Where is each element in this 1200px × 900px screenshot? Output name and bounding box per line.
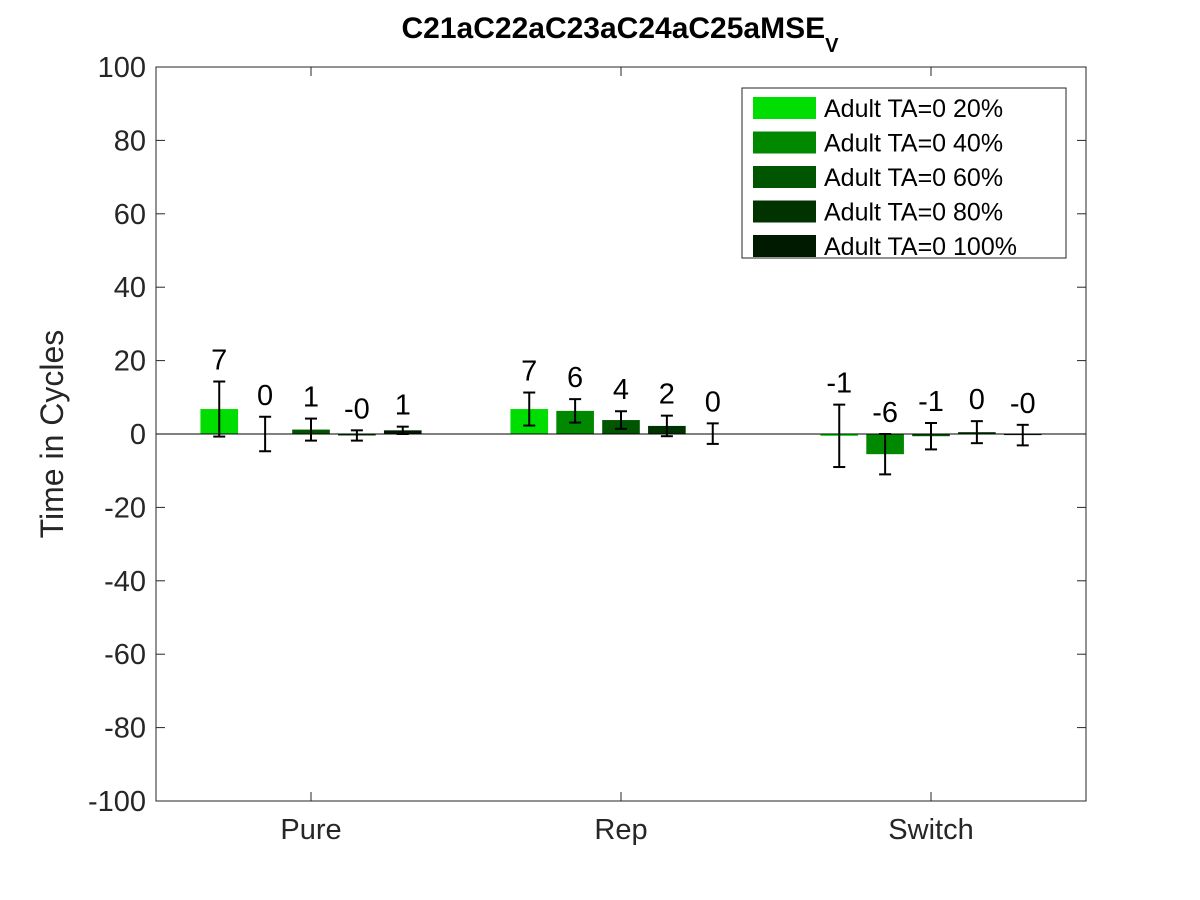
data-label: 0	[257, 380, 273, 412]
y-tick-labels: -100 -80 -60 -40 -20 0 20 40 60 80 100	[88, 52, 146, 818]
legend-swatch	[753, 166, 816, 188]
y-tick-label: 60	[114, 199, 146, 231]
y-tick-label: 100	[98, 52, 146, 84]
legend-entry-label: Adult TA=0 60%	[824, 164, 1003, 192]
legend-items: Adult TA=0 20% Adult TA=0 40% Adult TA=0 6…	[753, 95, 1017, 261]
chart-title-main: C21aC22aC23aC24aC25aMSE	[402, 12, 826, 45]
legend-entry-label: Adult TA=0 40%	[824, 130, 1003, 158]
data-label: -1	[918, 386, 944, 418]
plot-frame	[155, 66, 1087, 802]
y-tick-label: 80	[114, 125, 146, 157]
data-label: 1	[395, 390, 411, 422]
legend-swatch	[753, 200, 816, 223]
legend-swatch	[753, 235, 816, 257]
data-label: 0	[969, 384, 985, 416]
x-tick-label: Rep	[594, 814, 647, 846]
y-tick-label: 0	[130, 419, 146, 451]
legend-entry-label: Adult TA=0 100%	[824, 233, 1017, 261]
y-tick-label: -100	[88, 786, 146, 818]
data-labels: 7 7 -106-61 4 -1-0 2 01 0 -0	[211, 345, 1035, 429]
data-label: -0	[344, 393, 370, 425]
data-label: 7	[211, 345, 227, 377]
data-label: 7	[521, 356, 537, 388]
y-tick-label: 40	[114, 272, 146, 304]
x-tick-label: Switch	[888, 814, 973, 846]
error-bars	[213, 380, 1029, 476]
y-tick-label: -40	[104, 566, 146, 598]
legend-entry-label: Adult TA=0 80%	[824, 199, 1003, 227]
x-tick-labels: Pure Rep Switch	[280, 814, 973, 846]
legend-swatch	[753, 97, 816, 119]
data-label: 2	[659, 379, 675, 411]
chart-title: C21aC22aC23aC24aC25aMSEV	[402, 12, 840, 57]
y-tick-label: 20	[114, 346, 146, 378]
y-tick-label: -80	[104, 713, 146, 745]
data-label: -1	[826, 368, 852, 400]
x-tick-label: Pure	[280, 814, 341, 846]
data-label: 6	[567, 362, 583, 394]
legend[interactable]: Adult TA=0 20% Adult TA=0 40% Adult TA=0 6…	[741, 87, 1067, 261]
data-label: 4	[613, 374, 629, 406]
y-tick-label: -60	[104, 639, 146, 671]
data-label: -0	[1010, 388, 1036, 420]
legend-swatch	[753, 131, 816, 154]
legend-entry-label: Adult TA=0 20%	[824, 95, 1003, 123]
data-label: 0	[705, 386, 721, 418]
data-label: 1	[303, 382, 319, 414]
chart-title-subscript: V	[825, 35, 839, 57]
data-label: -6	[872, 397, 898, 429]
y-tick-label: -20	[104, 492, 146, 524]
y-axis-label: Time in Cycles	[34, 330, 70, 539]
